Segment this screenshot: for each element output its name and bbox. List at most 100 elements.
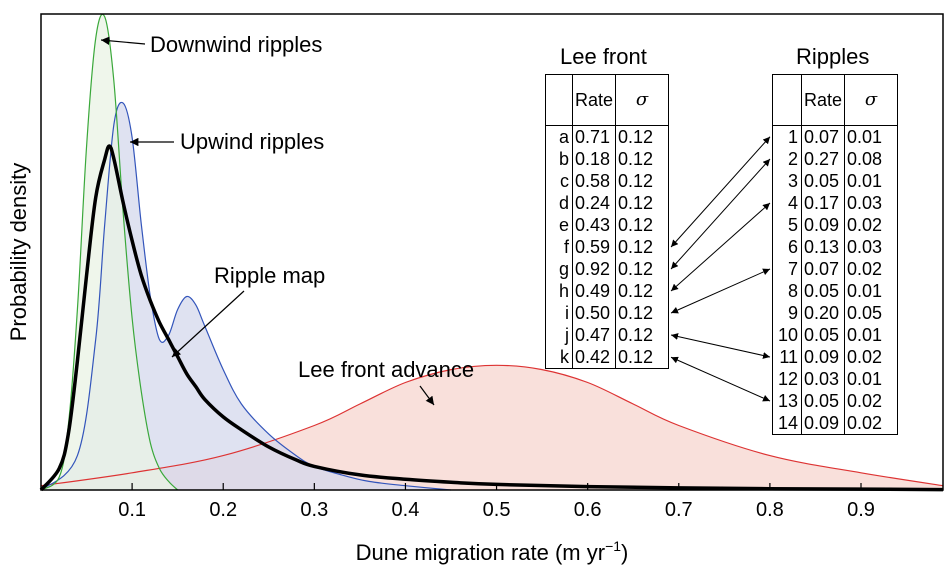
lee-cell-sigma: 0.12 xyxy=(615,280,670,302)
x-axis-label-tail: ) xyxy=(621,540,628,565)
upwind-ripples-area xyxy=(41,102,451,491)
ripple-map-line xyxy=(39,144,944,492)
table-link-arrow xyxy=(670,158,771,270)
lee-cell-sigma: 0.12 xyxy=(615,324,670,346)
rip-cell-sigma: 0.02 xyxy=(844,258,899,280)
rip-cell-rate: 0.03 xyxy=(800,368,846,390)
lee-row: e 0.43 0.12 xyxy=(545,214,670,236)
x-tick-label: 0.3 xyxy=(300,499,328,521)
lee-row: i 0.50 0.12 xyxy=(545,302,670,324)
rip-row: 14 0.09 0.02 xyxy=(772,412,899,435)
ripples-table: Rate σ 1 0.07 0.01 2 0.27 0.08 3 0.05 0.01 4 0.17 0… xyxy=(772,74,899,435)
lee-front-header: Rate σ xyxy=(545,74,670,126)
lee-cell-id: i xyxy=(545,302,573,324)
lee-row: g 0.92 0.12 xyxy=(545,258,670,280)
rip-cell-rate: 0.05 xyxy=(800,324,846,346)
rip-cell-id: 5 xyxy=(772,214,802,236)
lee-cell-id: c xyxy=(545,170,573,192)
rip-cell-id: 9 xyxy=(772,302,802,324)
rip-cell-rate: 0.07 xyxy=(800,125,846,148)
x-tick-label: 0.5 xyxy=(483,499,511,521)
rip-cell-rate: 0.17 xyxy=(800,192,846,214)
lee-cell-id: d xyxy=(545,192,573,214)
rip-cell-id: 2 xyxy=(772,148,802,170)
lee-cell-sigma: 0.12 xyxy=(615,346,670,369)
rip-cell-id: 4 xyxy=(772,192,802,214)
x-axis-label-sup: −1 xyxy=(605,538,621,554)
lee-cell-rate: 0.50 xyxy=(571,302,617,324)
rip-row: 12 0.03 0.01 xyxy=(772,368,899,390)
rip-cell-rate: 0.09 xyxy=(800,412,846,435)
rip-cell-sigma: 0.02 xyxy=(844,346,899,368)
ripples-title: Ripples xyxy=(796,44,870,69)
rip-cell-sigma: 0.01 xyxy=(844,170,899,192)
lee-cell-sigma: 0.12 xyxy=(615,302,670,324)
rip-cell-sigma: 0.08 xyxy=(844,148,899,170)
lee-cell-id: a xyxy=(545,125,573,148)
rip-cell-id: 11 xyxy=(772,346,802,368)
x-ticks: 0.1 0.2 0.3 0.4 0.5 0.6 0.7 0.8 0.9 xyxy=(118,483,875,521)
series-lines xyxy=(39,13,944,492)
lee-cell-id: f xyxy=(545,236,573,258)
lee-cell-rate: 0.92 xyxy=(571,258,617,280)
annotation-label: Lee front advance xyxy=(298,357,474,382)
rip-cell-sigma: 0.01 xyxy=(844,125,899,148)
rip-cell-sigma: 0.02 xyxy=(844,214,899,236)
y-axis-label: Probability density xyxy=(6,163,31,342)
annotation-label: Upwind ripples xyxy=(180,129,324,154)
lee-cell-rate: 0.18 xyxy=(571,148,617,170)
lee-cell-rate: 0.58 xyxy=(571,170,617,192)
table-link-arrow xyxy=(670,333,771,359)
annotations: Downwind ripples Upwind ripples Ripple map… xyxy=(100,32,474,406)
lee-row: a 0.71 0.12 xyxy=(545,125,670,148)
lee-cell-sigma: 0.12 xyxy=(615,236,670,258)
table-link-arrow xyxy=(670,136,771,248)
x-tick-label: 0.4 xyxy=(392,499,420,521)
rip-row: 1 0.07 0.01 xyxy=(772,125,899,148)
plot-frame xyxy=(40,13,944,491)
rip-row: 10 0.05 0.01 xyxy=(772,324,899,346)
x-tick-label: 0.9 xyxy=(847,499,875,521)
ripples-header-sigma: σ xyxy=(844,74,899,126)
lee-front-header-sigma: σ xyxy=(615,74,670,126)
rip-cell-sigma: 0.02 xyxy=(844,390,899,412)
rip-cell-sigma: 0.05 xyxy=(844,302,899,324)
lee-front-title: Lee front xyxy=(560,44,647,69)
rip-cell-sigma: 0.03 xyxy=(844,236,899,258)
lee-front-advance-line xyxy=(40,364,944,487)
rip-cell-id: 7 xyxy=(772,258,802,280)
rip-cell-rate: 0.13 xyxy=(800,236,846,258)
lee-cell-sigma: 0.12 xyxy=(615,148,670,170)
table-link-arrow xyxy=(670,268,771,314)
rip-cell-rate: 0.05 xyxy=(800,390,846,412)
lee-cell-sigma: 0.12 xyxy=(615,125,670,148)
lee-cell-sigma: 0.12 xyxy=(615,214,670,236)
rip-cell-sigma: 0.03 xyxy=(844,192,899,214)
lee-cell-id: k xyxy=(545,346,573,369)
x-tick-label: 0.8 xyxy=(756,499,784,521)
lee-front-table: Rate σ a 0.71 0.12 b 0.18 0.12 c 0.58 0.12 d 0.24 0… xyxy=(545,74,670,369)
lee-cell-id: g xyxy=(545,258,573,280)
lee-row: d 0.24 0.12 xyxy=(545,192,670,214)
rip-cell-id: 13 xyxy=(772,390,802,412)
table-link-arrow xyxy=(670,202,771,292)
rip-row: 11 0.09 0.02 xyxy=(772,346,899,368)
rip-cell-id: 3 xyxy=(772,170,802,192)
table-links xyxy=(670,136,771,402)
lee-cell-id: b xyxy=(545,148,573,170)
lee-row: j 0.47 0.12 xyxy=(545,324,670,346)
rip-row: 5 0.09 0.02 xyxy=(772,214,899,236)
lee-cell-rate: 0.71 xyxy=(571,125,617,148)
lee-cell-rate: 0.59 xyxy=(571,236,617,258)
lee-cell-id: e xyxy=(545,214,573,236)
downwind-ripples-line xyxy=(40,13,179,491)
rip-cell-rate: 0.09 xyxy=(800,214,846,236)
rip-row: 6 0.13 0.03 xyxy=(772,236,899,258)
table-link-arrow xyxy=(670,356,771,402)
rip-cell-id: 8 xyxy=(772,280,802,302)
rip-row: 2 0.27 0.08 xyxy=(772,148,899,170)
ripples-header-id xyxy=(772,74,802,126)
rip-cell-rate: 0.09 xyxy=(800,346,846,368)
lee-cell-sigma: 0.12 xyxy=(615,170,670,192)
rip-cell-id: 1 xyxy=(772,125,802,148)
